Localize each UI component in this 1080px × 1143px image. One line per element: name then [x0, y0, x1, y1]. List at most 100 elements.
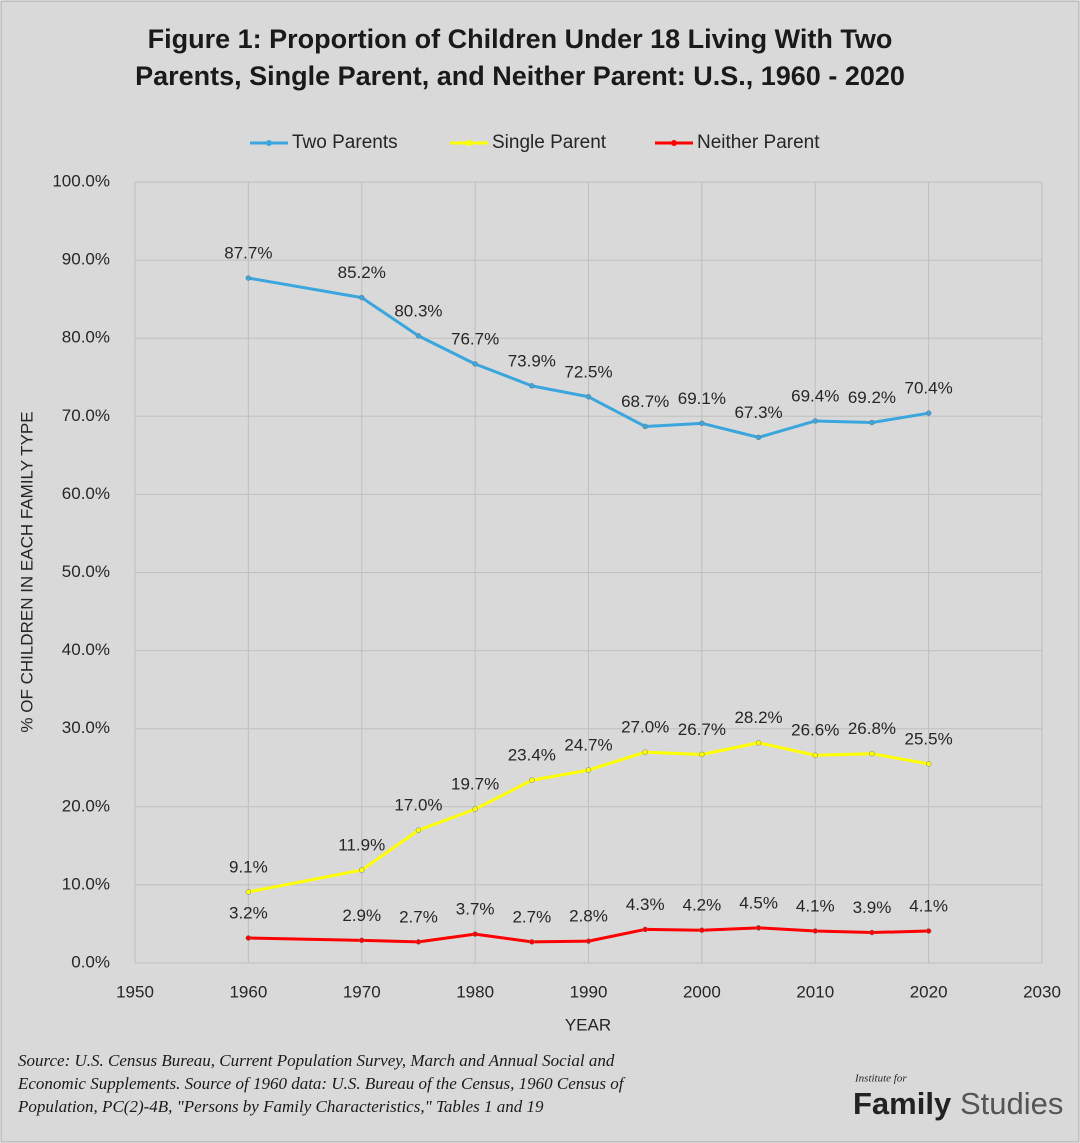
data-label: 28.2%	[734, 708, 782, 727]
y-tick-label: 60.0%	[62, 484, 110, 503]
y-tick-label: 0.0%	[71, 952, 110, 971]
source: Source: U.S. Census Bureau, Current Popu…	[18, 1051, 615, 1070]
point	[529, 939, 535, 945]
point	[472, 931, 478, 937]
point	[812, 752, 818, 759]
data-label: 4.1%	[909, 896, 948, 915]
data-label: 69.2%	[848, 388, 896, 407]
point	[642, 926, 648, 933]
x-tick-label: 1970	[343, 982, 381, 1001]
point	[812, 928, 818, 934]
data-label: 4.5%	[739, 893, 778, 912]
legend-label: Two Parents	[292, 132, 398, 153]
y-tick-label: 40.0%	[62, 640, 110, 659]
x-tick-label: 2030	[1023, 982, 1061, 1001]
point	[472, 361, 478, 367]
data-label: 11.9%	[338, 836, 385, 855]
point	[415, 333, 422, 339]
point	[642, 423, 648, 430]
point	[529, 383, 535, 389]
data-label: 4.1%	[796, 896, 835, 915]
point	[529, 777, 535, 783]
y-tick-label: 90.0%	[62, 250, 110, 269]
data-label: 85.2%	[338, 263, 386, 282]
data-label: 68.7%	[621, 392, 669, 411]
data-label: 26.6%	[791, 721, 839, 740]
x-axis-title: YEAR	[565, 1015, 611, 1034]
legend-label: Single Parent	[492, 132, 607, 153]
data-label: 80.3%	[394, 301, 442, 320]
point	[359, 294, 365, 301]
point	[755, 434, 762, 441]
x-tick-label: 2010	[796, 982, 834, 1001]
data-label: 3.2%	[229, 903, 268, 922]
point	[925, 410, 932, 416]
data-label: 70.4%	[905, 379, 953, 398]
y-tick-label: 10.0%	[62, 874, 110, 893]
data-label: 24.7%	[564, 736, 612, 755]
logo-light: Studies	[960, 1086, 1063, 1121]
point	[869, 419, 875, 426]
y-tick-label: 70.0%	[62, 406, 110, 425]
data-label: 19.7%	[451, 775, 499, 794]
point	[585, 938, 592, 944]
point	[699, 420, 705, 427]
data-label: 87.7%	[224, 244, 272, 263]
data-label: 2.9%	[342, 906, 381, 925]
data-label: 4.3%	[626, 895, 665, 914]
point	[359, 867, 365, 873]
series-line	[248, 741, 929, 894]
point	[245, 275, 252, 281]
data-label: 2.7%	[512, 907, 551, 926]
chart-title: Figure 1: Proportion of Children Under 1…	[148, 24, 893, 54]
data-label: 67.3%	[734, 403, 782, 422]
legend-marker	[671, 140, 677, 146]
logo-small: Institute for	[854, 1073, 907, 1085]
point	[359, 937, 365, 944]
point	[925, 761, 932, 767]
legend-label: Neither Parent	[697, 132, 820, 153]
y-tick-label: 50.0%	[62, 562, 110, 581]
logo-bold: Family	[853, 1086, 952, 1121]
point	[472, 806, 478, 812]
data-label: 25.5%	[905, 729, 953, 748]
data-label: 26.8%	[848, 719, 896, 738]
data-label: 27.0%	[621, 718, 669, 737]
point	[925, 928, 932, 934]
x-tick-label: 1990	[570, 982, 608, 1001]
point	[245, 935, 252, 941]
point	[869, 750, 875, 757]
point	[755, 740, 762, 746]
point	[415, 827, 422, 833]
y-tick-label: 30.0%	[62, 718, 110, 737]
point	[415, 939, 422, 945]
data-label: 69.4%	[791, 386, 839, 405]
y-tick-label: 20.0%	[62, 796, 110, 815]
y-axis-title: % OF CHILDREN IN EACH FAMILY TYPE	[17, 411, 36, 732]
legend-marker	[466, 140, 472, 146]
data-label: 72.5%	[564, 362, 612, 381]
data-label: 3.9%	[853, 898, 892, 917]
x-tick-label: 2020	[910, 982, 948, 1001]
data-label: 2.7%	[399, 907, 438, 926]
y-tick-label: 80.0%	[62, 328, 110, 347]
point	[585, 394, 592, 400]
data-label: 9.1%	[229, 857, 268, 876]
data-label: 26.7%	[678, 720, 726, 739]
data-label: 3.7%	[456, 900, 495, 919]
x-tick-label: 1960	[229, 982, 267, 1001]
chart-title: Parents, Single Parent, and Neither Pare…	[135, 61, 905, 91]
point	[245, 889, 252, 895]
point	[699, 751, 705, 758]
data-label: 23.4%	[508, 746, 556, 765]
data-label: 73.9%	[508, 351, 556, 370]
data-label: 17.0%	[394, 796, 442, 815]
point	[642, 749, 648, 755]
y-tick-label: 100.0%	[52, 171, 110, 190]
point	[585, 767, 592, 773]
x-tick-label: 1950	[116, 982, 154, 1001]
source: Economic Supplements. Source of 1960 dat…	[17, 1074, 626, 1093]
point	[699, 927, 705, 933]
